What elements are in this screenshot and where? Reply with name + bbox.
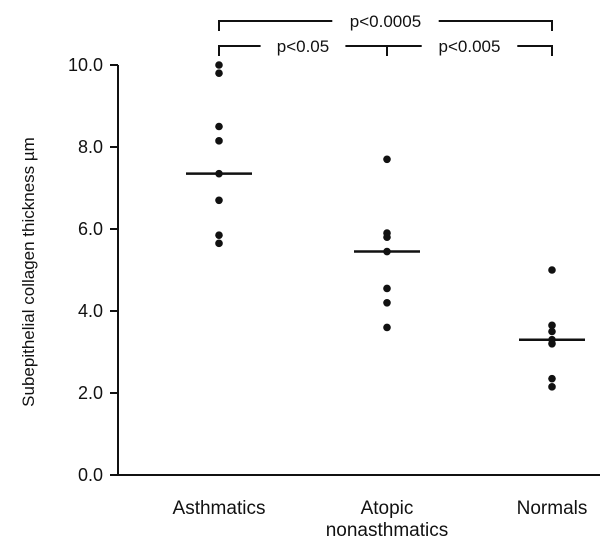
significance-bracket (218, 20, 553, 31)
data-point (383, 284, 391, 293)
category-label: Normals (517, 498, 588, 519)
data-point (215, 239, 223, 248)
data-point (548, 321, 556, 330)
data-point (548, 340, 556, 348)
data-point (215, 122, 223, 131)
y-axis-ticks: 0.0 2.0 4.0 6.0 8.0 10.0 (68, 55, 118, 485)
data-point (548, 374, 556, 383)
data-marks (186, 61, 585, 391)
data-point (215, 169, 223, 178)
y-axis-title: Subepithelial collagen thickness µm (19, 137, 38, 407)
data-point (383, 323, 391, 332)
p-value-label: p<0.005 (439, 37, 501, 56)
y-tick-label: 10.0 (68, 55, 103, 75)
y-tick-label: 0.0 (78, 465, 103, 485)
significance-brackets: p<0.0005 p<0.05 p<0.005 (218, 12, 553, 56)
data-point (383, 299, 391, 307)
y-tick-label: 4.0 (78, 301, 103, 321)
data-point (215, 61, 223, 69)
data-point (383, 155, 391, 164)
data-point (215, 196, 223, 205)
data-point (548, 266, 556, 274)
p-value-label: p<0.0005 (350, 12, 421, 31)
data-point (548, 327, 556, 336)
data-point (548, 383, 556, 391)
category-labels: Asthmatics Atopic nonasthmatics Normals (173, 498, 588, 541)
y-tick-label: 2.0 (78, 383, 103, 403)
data-point (215, 231, 223, 239)
data-point (383, 233, 391, 241)
data-point (383, 247, 391, 256)
category-label: Asthmatics (173, 498, 266, 519)
y-tick-label: 6.0 (78, 219, 103, 239)
y-tick-label: 8.0 (78, 137, 103, 157)
data-point (215, 69, 223, 77)
data-point (215, 137, 223, 145)
p-value-label: p<0.05 (277, 37, 329, 56)
category-label: Atopic nonasthmatics (326, 498, 449, 541)
significance-bracket (386, 45, 553, 56)
